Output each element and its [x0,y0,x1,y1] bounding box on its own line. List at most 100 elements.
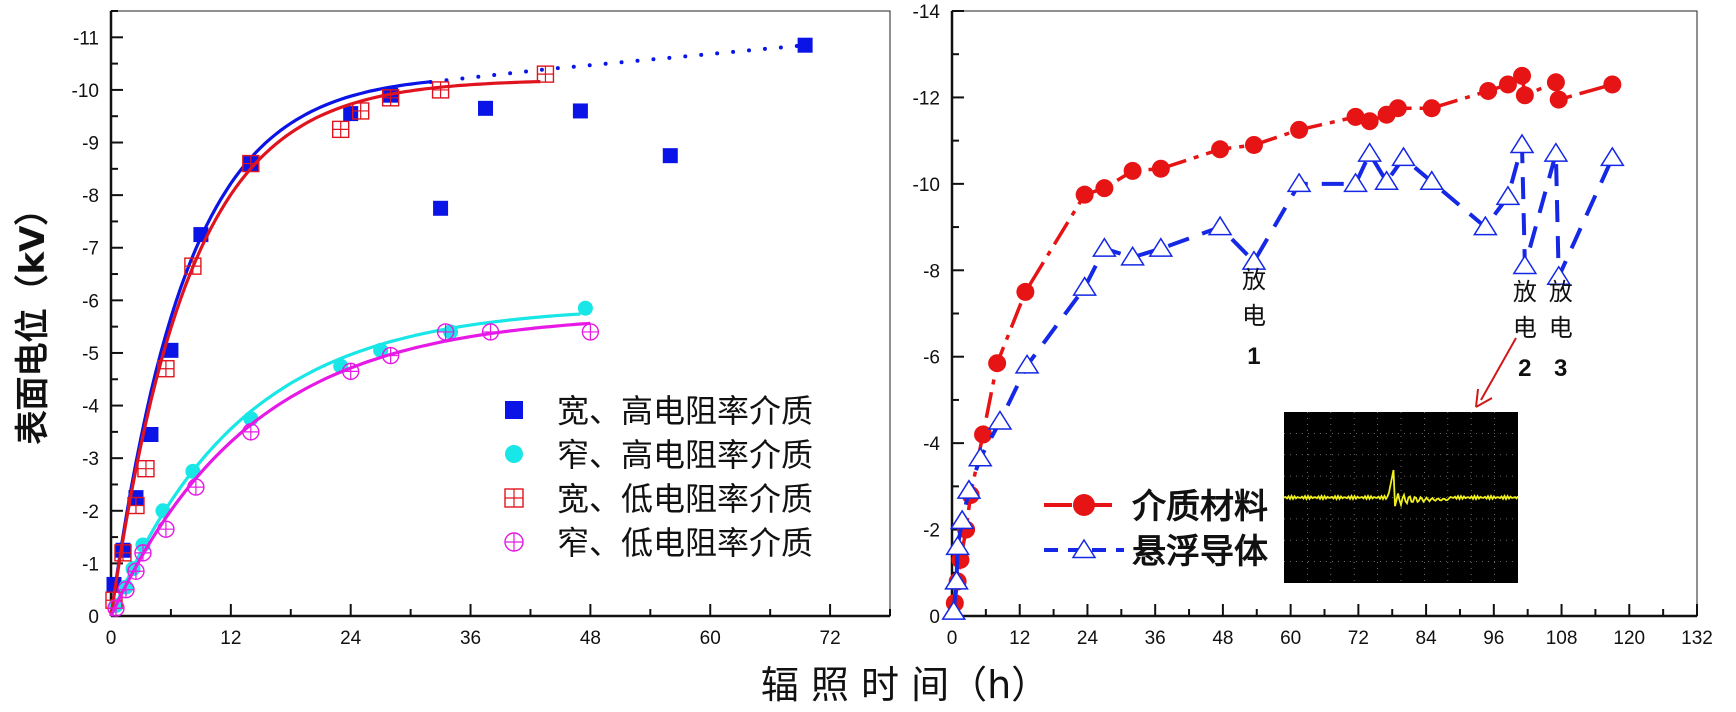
data-point [1016,282,1035,301]
legend-marker [1073,494,1095,516]
y-tick-label: -6 [923,348,940,369]
data-point [187,478,205,496]
marker-cross [505,489,523,507]
marker-cross [482,323,499,340]
data-point [1495,185,1521,206]
annotation-number: 2 [1518,355,1531,382]
data-point [1092,237,1117,257]
data-point [1346,107,1365,126]
legend-marker [505,445,523,463]
data-point [114,544,132,562]
data-point [1603,75,1622,94]
marker-cross [134,544,151,561]
arrow-head [1475,388,1493,408]
data-point [956,479,982,499]
y-tick-label: -10 [72,81,99,102]
data-point [157,360,175,378]
data-point [949,509,975,530]
x-tick-label: 60 [1280,628,1301,649]
series-1 [106,37,813,617]
y-tick-label: -6 [82,291,99,312]
series-4 [107,321,600,617]
data-point [1211,140,1230,159]
data-point [351,102,370,120]
marker-cross [187,479,204,496]
data-point [797,37,813,53]
y-axis-title: 表面电位（kV） [13,192,53,445]
data-point [944,570,969,590]
legend-item: 宽、低电阻率介质 [504,480,813,518]
marker-cross [382,347,399,364]
data-point [1549,90,1568,109]
data-point [945,535,971,556]
data-point [1513,66,1532,85]
y-tick-label: -2 [923,521,940,542]
data-point [343,106,359,122]
y-tick-label: -2 [82,502,99,523]
data-point [1472,215,1498,236]
y-tick-label: -5 [82,344,99,365]
legend-label: 窄、高电阻率介质 [557,436,813,474]
data-point [242,154,260,173]
series-2 [108,300,593,617]
marker-cross [137,460,154,477]
series-2 [941,133,1625,620]
legend-marker [1071,538,1097,559]
y-tick-label: -11 [73,28,99,49]
annotation-char: 放 [1513,278,1537,306]
data-point [157,520,175,538]
y-tick-label: -3 [82,449,99,470]
marker-cross [107,600,124,617]
legend-label: 悬浮导体 [1132,532,1268,572]
data-point [431,81,450,99]
data-point [373,342,389,358]
oscilloscope-inset [1283,412,1519,583]
data-point [436,323,455,341]
x-tick-label: 84 [1416,628,1438,649]
legend-item: 介质材料 [1044,487,1268,527]
data-point [242,423,260,441]
discharge-annotation-2: 放电 2 [1513,278,1537,382]
y-tick-label: -9 [82,134,99,155]
data-point [478,100,494,116]
data-point [137,459,155,478]
y-tick-label: -8 [923,261,940,282]
left-chart: 0 12 24 36 48 60 72 0 -1 -2 -3 -4 -5 -6 -7 -8 -9 -10 -11 宽、… [72,10,891,649]
data-point [117,580,135,599]
annotation-char: 电 [1242,302,1266,330]
x-tick-label: 96 [1483,628,1504,649]
series-3 [105,65,555,617]
y-tick-label: 0 [88,607,99,628]
x-axis-title: 辐 照 时 间（h） [761,663,1049,707]
x-tick-label: 36 [460,628,481,649]
legend-marker [504,532,524,552]
marker-cross [242,423,259,440]
y-tick-label: -1 [82,554,99,575]
data-point [1422,99,1441,118]
annotation-char: 放 [1549,278,1573,306]
data-point [1148,237,1174,257]
y-tick-label: 0 [929,607,940,628]
x-tick-label: 48 [1212,628,1233,649]
marker-cross [242,155,259,172]
data-point [332,120,350,139]
annotation-number: 1 [1247,343,1260,370]
data-point [1290,120,1309,139]
marker-cross [127,497,144,514]
legend-label: 窄、低电阻率介质 [557,524,813,562]
marker-cross [332,121,349,138]
data-point [1014,353,1040,374]
legend-item: 窄、低电阻率介质 [504,524,813,562]
data-point [987,410,1013,430]
data-point [581,323,600,341]
data-point [433,200,449,216]
data-point [143,427,159,442]
data-point [1543,142,1569,162]
data-point [1391,146,1416,167]
marker-cross [505,533,523,551]
data-point [163,342,179,358]
data-point [1599,146,1625,167]
data-point [988,354,1007,373]
discharge-annotation-1: 放电 1 [1242,266,1266,370]
